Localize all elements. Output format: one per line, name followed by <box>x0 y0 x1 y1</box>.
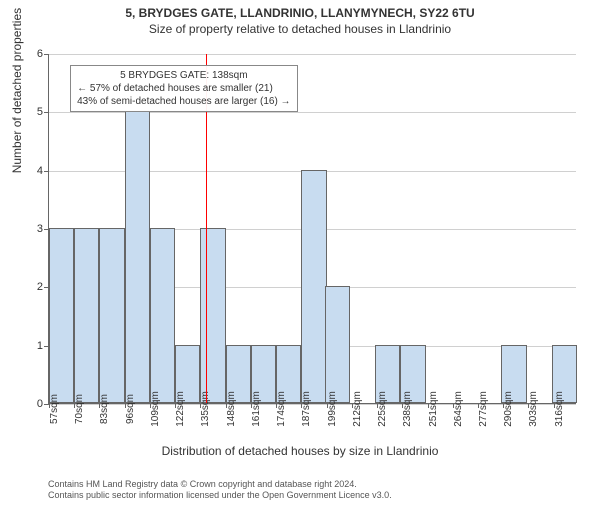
legend-line2: ← 57% of detached houses are smaller (21… <box>77 82 290 95</box>
histogram-chart: 012345657sqm70sqm83sqm96sqm109sqm122sqm1… <box>48 54 576 404</box>
x-tick-label: 148sqm <box>226 391 237 427</box>
attribution-line1: Contains HM Land Registry data © Crown c… <box>48 479 392 491</box>
x-tick-label: 290sqm <box>503 391 514 427</box>
y-tick <box>44 171 49 172</box>
x-tick-label: 161sqm <box>251 391 262 427</box>
histogram-bar <box>150 228 175 403</box>
histogram-bar <box>325 286 350 403</box>
x-tick-label: 303sqm <box>528 391 539 427</box>
x-tick-label: 238sqm <box>402 391 413 427</box>
gridline <box>49 54 576 55</box>
x-tick-label: 109sqm <box>150 391 161 427</box>
legend-box: 5 BRYDGES GATE: 138sqm← 57% of detached … <box>70 65 297 112</box>
attribution-line2: Contains public sector information licen… <box>48 490 392 502</box>
y-tick <box>44 54 49 55</box>
histogram-bar <box>125 111 150 403</box>
y-tick-label: 0 <box>37 398 43 410</box>
y-tick-label: 5 <box>37 106 43 118</box>
histogram-bar <box>49 228 74 403</box>
legend-line1: 5 BRYDGES GATE: 138sqm <box>77 69 290 82</box>
y-tick-label: 6 <box>37 48 43 60</box>
x-tick-label: 187sqm <box>301 391 312 427</box>
x-tick-label: 225sqm <box>377 391 388 427</box>
page-title-sub: Size of property relative to detached ho… <box>0 22 600 36</box>
y-axis-label: Number of detached properties <box>10 8 24 173</box>
x-tick-label: 316sqm <box>554 391 565 427</box>
x-tick-label: 70sqm <box>74 394 85 424</box>
y-tick-label: 2 <box>37 281 43 293</box>
x-tick-label: 212sqm <box>352 391 363 427</box>
x-axis-label: Distribution of detached houses by size … <box>0 444 600 458</box>
x-tick-label: 96sqm <box>125 394 136 424</box>
x-tick-label: 264sqm <box>453 391 464 427</box>
x-tick-label: 277sqm <box>478 391 489 427</box>
y-tick-label: 1 <box>37 340 43 352</box>
plot-region: 012345657sqm70sqm83sqm96sqm109sqm122sqm1… <box>48 54 576 404</box>
x-tick-label: 199sqm <box>327 391 338 427</box>
x-tick-label: 122sqm <box>175 391 186 427</box>
histogram-bar <box>99 228 124 403</box>
x-tick-label: 83sqm <box>99 394 110 424</box>
attribution-text: Contains HM Land Registry data © Crown c… <box>48 479 392 502</box>
y-tick <box>44 112 49 113</box>
histogram-bar <box>301 170 326 403</box>
page-title-main: 5, BRYDGES GATE, LLANDRINIO, LLANYMYNECH… <box>0 6 600 20</box>
x-tick-label: 251sqm <box>428 391 439 427</box>
y-tick-label: 4 <box>37 165 43 177</box>
x-tick-label: 57sqm <box>49 394 60 424</box>
legend-line3: 43% of semi-detached houses are larger (… <box>77 95 290 108</box>
histogram-bar <box>74 228 99 403</box>
histogram-bar <box>200 228 225 403</box>
y-tick-label: 3 <box>37 223 43 235</box>
x-tick-label: 174sqm <box>276 391 287 427</box>
